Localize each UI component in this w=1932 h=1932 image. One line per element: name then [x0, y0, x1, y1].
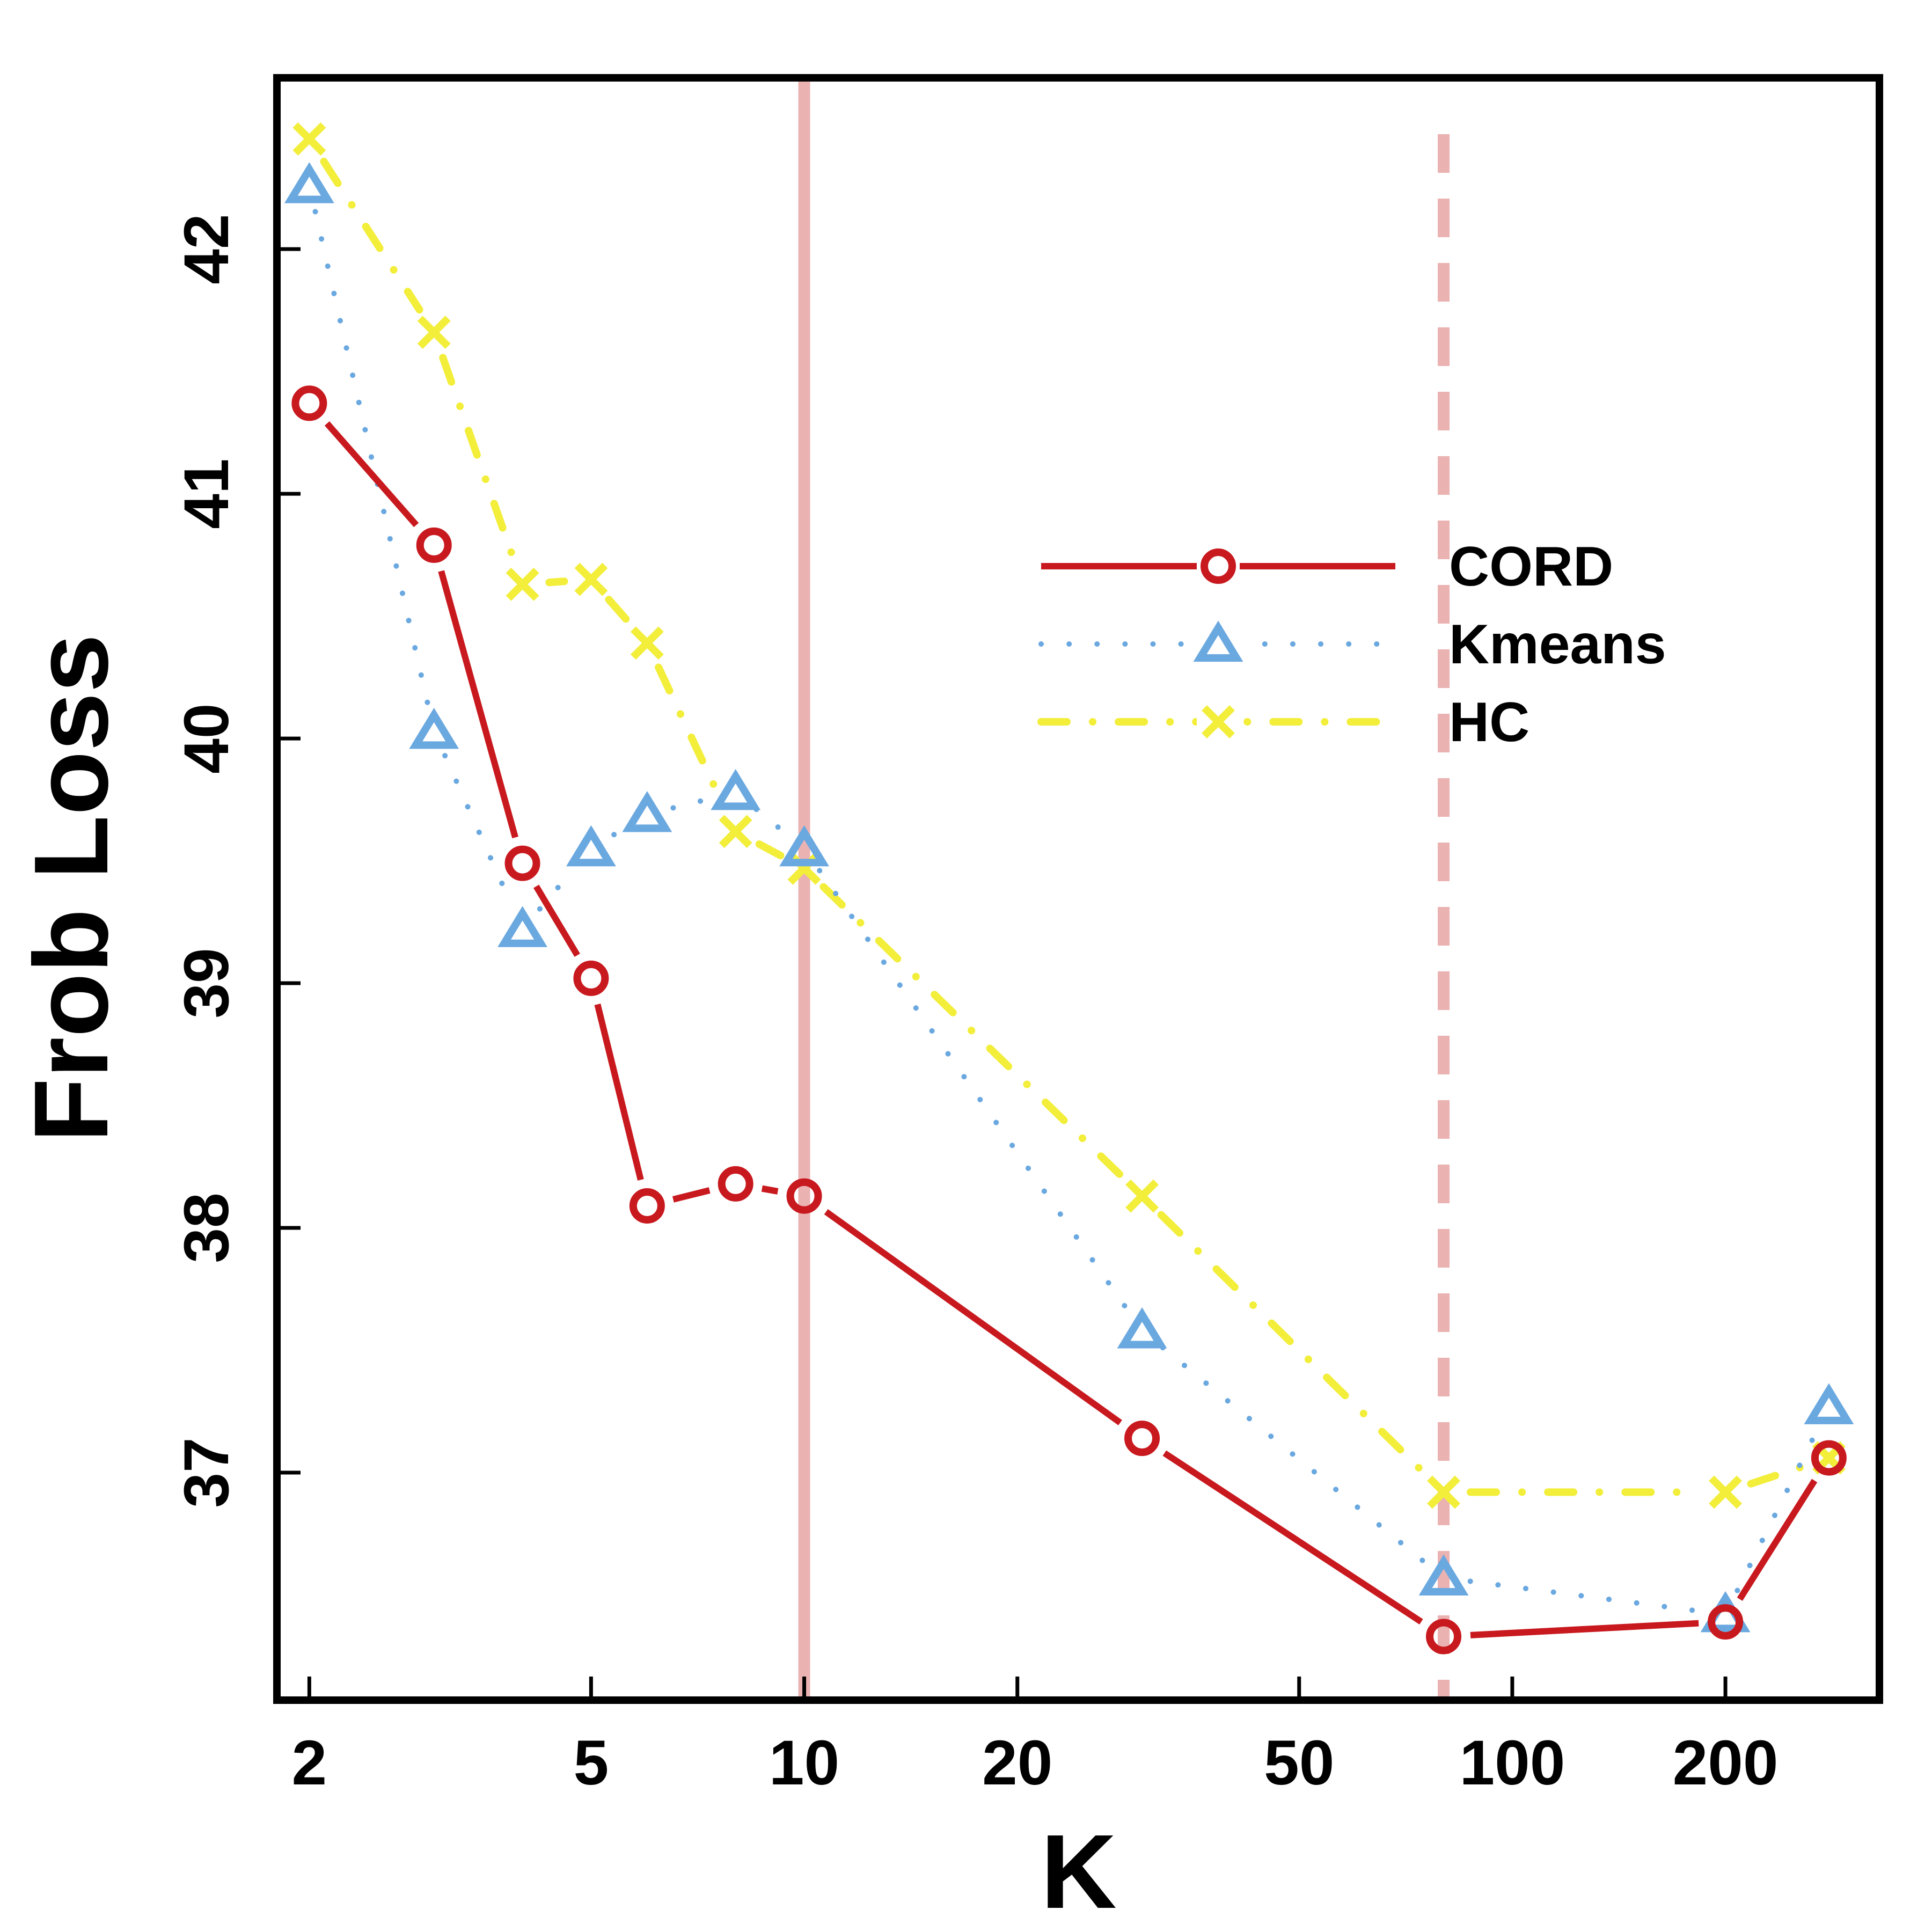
series-cord-segment	[824, 1209, 1122, 1425]
data-point-cord	[786, 1178, 822, 1214]
series-cord	[291, 385, 1847, 1655]
series-cord-segment	[1470, 1620, 1699, 1638]
data-point-hc	[630, 626, 664, 660]
series-kmeans-segment	[1467, 1578, 1702, 1614]
data-point-hc	[506, 567, 539, 601]
legend-marker-kmeans	[1193, 620, 1243, 662]
series-hc	[292, 122, 1846, 1509]
series-hc-segment	[439, 354, 517, 563]
series-cord-segment	[594, 1004, 644, 1181]
y-tick-label: 39	[171, 948, 242, 1018]
data-point-kmeans	[711, 769, 761, 810]
series-cord-segment	[1162, 1450, 1423, 1625]
data-point-hc	[292, 122, 326, 156]
plot-frame	[273, 74, 1883, 1704]
series-cord-segment	[324, 421, 419, 528]
data-point-hc	[417, 316, 451, 349]
series-kmeans-segment	[1735, 1428, 1820, 1593]
data-point-kmeans	[497, 906, 547, 947]
x-axis-label: K	[1041, 1813, 1117, 1930]
legend-item-kmeans: Kmeans	[1038, 613, 1666, 676]
series-hc-segment	[755, 840, 785, 860]
legend-label-hc: HC	[1449, 691, 1529, 753]
x-tick-label: 10	[769, 1728, 839, 1798]
series-cord-segment	[533, 884, 580, 957]
data-point-kmeans	[409, 707, 459, 749]
data-point-kmeans	[1117, 1307, 1167, 1349]
x-tick-label: 20	[982, 1728, 1052, 1798]
data-point-cord	[1811, 1440, 1847, 1476]
reference-lines	[798, 78, 1450, 1700]
data-point-cord	[1124, 1421, 1160, 1457]
data-point-hc	[1709, 1475, 1743, 1509]
x-tick-label: 50	[1264, 1728, 1334, 1798]
series-hc-segment	[655, 663, 728, 811]
x-axis: 2 5 10 20 50 100 200	[292, 1677, 1779, 1798]
series-layer	[284, 122, 1854, 1655]
series-cord-segment	[1737, 1479, 1818, 1601]
y-tick-label: 42	[171, 214, 242, 284]
data-point-kmeans	[779, 825, 829, 867]
y-tick-label: 37	[171, 1437, 242, 1507]
series-hc-segment	[819, 883, 1127, 1181]
data-point-cord	[291, 385, 327, 421]
series-hc-segment	[1747, 1462, 1807, 1488]
legend-marker-hc	[1202, 705, 1235, 738]
y-axis-label: Frob Loss	[12, 634, 130, 1142]
series-kmeans-segment	[312, 209, 431, 708]
series-cord-segment	[761, 1185, 779, 1195]
x-tick-label: 200	[1673, 1728, 1779, 1798]
series-kmeans	[284, 162, 1854, 1633]
legend-label-cord: CORD	[1449, 536, 1613, 598]
series-cord-segment	[438, 570, 518, 839]
series-kmeans-segment	[670, 796, 713, 811]
series-kmeans-segment	[753, 807, 786, 835]
legend-item-hc: HC	[1037, 691, 1529, 753]
legend-item-cord: CORD	[1041, 536, 1613, 598]
data-point-hc	[574, 562, 608, 596]
x-tick-label: 100	[1459, 1728, 1565, 1798]
series-kmeans-segment	[1160, 1345, 1426, 1564]
legend-marker-cord	[1201, 548, 1236, 584]
data-point-cord	[718, 1166, 753, 1202]
series-cord-segment	[672, 1187, 711, 1203]
legend: CORD Kmeans HC	[1037, 536, 1666, 753]
data-point-hc	[1125, 1179, 1159, 1213]
series-hc-segment	[1157, 1211, 1429, 1477]
x-tick-label: 5	[574, 1728, 609, 1798]
series-hc-segment	[605, 596, 633, 627]
data-point-kmeans	[1804, 1383, 1854, 1424]
y-tick-label: 38	[171, 1192, 242, 1263]
data-point-hc	[1427, 1475, 1460, 1509]
data-point-kmeans	[622, 791, 672, 832]
series-hc-segment	[545, 577, 568, 587]
data-point-kmeans	[1418, 1554, 1469, 1596]
data-point-kmeans	[284, 162, 334, 203]
series-hc-segment	[320, 158, 423, 314]
series-kmeans-segment	[817, 868, 1130, 1312]
series-kmeans-segment	[537, 866, 577, 912]
data-point-cord	[416, 527, 452, 563]
data-point-kmeans	[566, 825, 616, 867]
legend-label-kmeans: Kmeans	[1449, 613, 1666, 676]
data-point-cord	[1708, 1604, 1744, 1640]
y-axis: 37 38 39 40 41 42	[171, 214, 301, 1508]
x-tick-label: 2	[292, 1728, 327, 1798]
series-kmeans-segment	[611, 825, 627, 838]
y-tick-label: 40	[171, 703, 242, 773]
data-point-cord	[504, 845, 540, 881]
data-point-cord	[629, 1188, 665, 1224]
y-tick-label: 41	[171, 458, 242, 529]
data-point-cord	[573, 960, 609, 996]
series-kmeans-segment	[442, 753, 515, 908]
data-point-cord	[1426, 1619, 1462, 1655]
data-point-hc	[719, 815, 752, 848]
